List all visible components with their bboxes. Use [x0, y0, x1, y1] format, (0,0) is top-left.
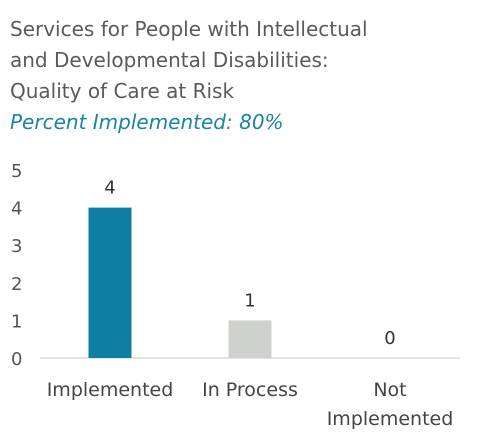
y-tick-label: 2 — [11, 274, 22, 295]
x-category-label: Not — [373, 379, 406, 401]
y-tick-label: 3 — [11, 236, 22, 257]
x-category-label: Implemented — [327, 408, 454, 430]
chart-title-line-3: Quality of Care at Risk — [10, 79, 235, 103]
chart-title-block: Services for People with Intellectual an… — [10, 14, 470, 138]
x-category-label: Implemented — [47, 379, 174, 401]
bar-data-label: 0 — [384, 328, 395, 349]
chart-subtitle: Percent Implemented: 80% — [10, 110, 284, 134]
bar — [88, 207, 132, 358]
y-tick-label: 1 — [11, 311, 22, 332]
bar-data-label: 4 — [104, 178, 115, 199]
y-tick-label: 0 — [11, 349, 22, 370]
bar-data-label: 1 — [244, 290, 255, 311]
chart-title-line-2: and Developmental Disabilities: — [10, 48, 329, 72]
y-tick-label: 5 — [11, 161, 22, 182]
chart-title-line-1: Services for People with Intellectual — [10, 17, 368, 41]
y-tick-label: 4 — [11, 199, 22, 220]
x-category-label: In Process — [202, 379, 298, 401]
bar — [228, 320, 272, 358]
